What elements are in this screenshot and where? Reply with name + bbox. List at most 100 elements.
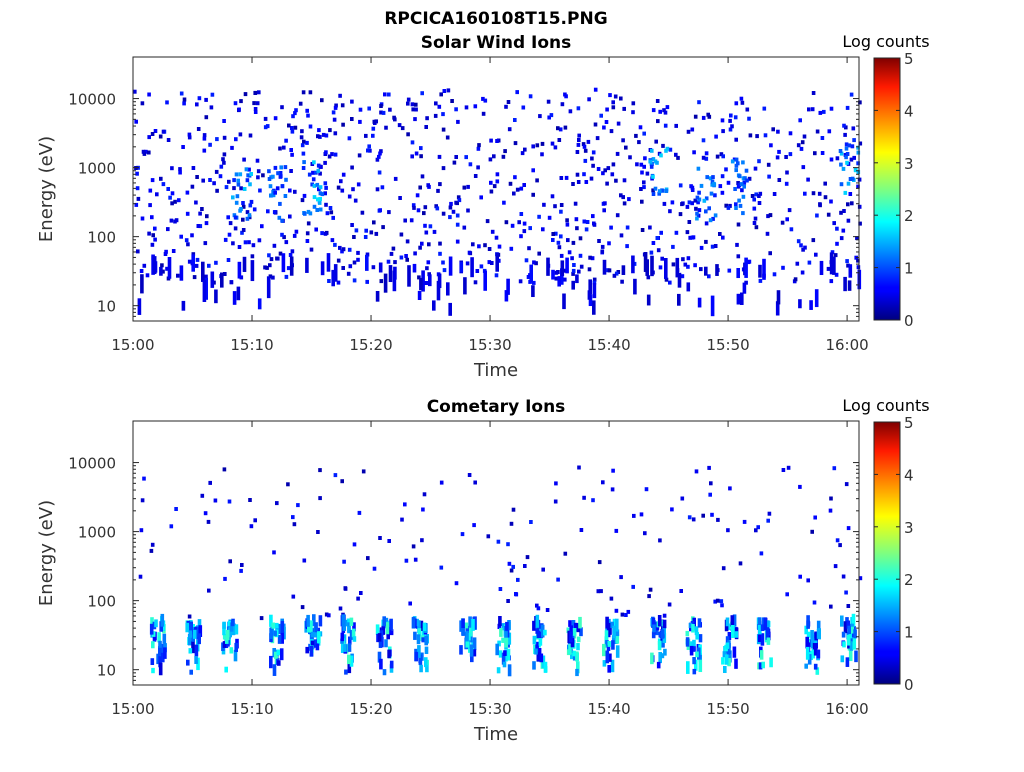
solar-wind-heatmap-cell [671, 244, 675, 249]
solar-wind-heatmap-cell [379, 279, 384, 284]
solar-wind-heatmap-cell [523, 147, 527, 152]
solar-wind-heatmap-cell [147, 92, 151, 97]
solar-wind-heatmap-cell [475, 269, 480, 273]
solar-wind-heatmap-cell [730, 124, 734, 129]
solar-wind-heatmap-cell [434, 204, 438, 209]
cometary-heatmap-cell [660, 653, 665, 659]
solar-wind-heatmap-cell [271, 275, 275, 280]
solar-wind-heatmap-cell [787, 208, 792, 213]
solar-wind-heatmap-cell [766, 162, 771, 167]
solar-wind-heatmap-cell [245, 216, 250, 221]
cometary-heatmap-cell [536, 651, 541, 662]
cometary-heatmap-cell [389, 618, 393, 630]
cometary-panel: Cometary Ions 15:00 15:10 15:20 15:30 15:40 1… [36, 397, 869, 745]
solar-wind-heatmap-cell [670, 200, 675, 205]
solar-wind-heatmap-cell [201, 261, 205, 282]
solar-wind-heatmap-cell [273, 190, 277, 195]
solar-wind-heatmap-cell [368, 148, 372, 153]
solar-wind-heatmap-cell [611, 100, 615, 105]
solar-wind-heatmap-cell [676, 155, 680, 160]
cometary-heatmap-cell [805, 646, 810, 660]
cometary-heatmap-cell [757, 629, 762, 642]
solar-wind-heatmap-cell [380, 185, 385, 190]
cometary-ytick-label: 1000 [78, 524, 116, 542]
solar-wind-heatmap-cell [847, 280, 852, 291]
solar-wind-heatmap-cell [253, 107, 258, 111]
solar-wind-heatmap-cell [243, 240, 248, 245]
solar-wind-heatmap-cell [625, 244, 629, 249]
solar-wind-heatmap-cell [685, 230, 690, 235]
cometary-heatmap-cell [573, 622, 578, 632]
solar-wind-heatmap-cell [437, 273, 442, 289]
cometary-heatmap-cell [761, 661, 765, 669]
cometary-heatmap-cell [657, 641, 662, 651]
solar-wind-heatmap-cell [562, 293, 566, 310]
solar-wind-heatmap-cell [843, 153, 848, 157]
solar-wind-heatmap-cell [305, 231, 310, 236]
solar-wind-heatmap-cell [449, 201, 453, 206]
cometary-heatmap-cell [280, 621, 285, 633]
solar-wind-heatmap-cell [222, 160, 226, 165]
cometary-heatmap-cell [807, 654, 812, 665]
solar-wind-heatmap-cell [379, 149, 383, 154]
cometary-heatmap-cell [411, 616, 416, 629]
cometary-heatmap-cell [760, 624, 765, 632]
solar-wind-heatmap-cell [207, 263, 211, 268]
solar-wind-heatmap-cell [741, 211, 745, 216]
cometary-heatmap-cell [228, 628, 232, 638]
solar-wind-heatmap-cell [418, 185, 422, 190]
cometary-heatmap-cell [309, 620, 313, 633]
solar-wind-heatmap-cell [350, 99, 354, 104]
cometary-heatmap-cell [403, 502, 407, 507]
cometary-heatmap-cell [611, 640, 615, 650]
solar-wind-heatmap-cell [457, 198, 462, 203]
cometary-heatmap-cell [419, 620, 424, 631]
solar-wind-heatmap-cell [661, 143, 665, 148]
solar-wind-heatmap-cell [265, 124, 270, 129]
solar-wind-heatmap-cell [762, 258, 766, 280]
solar-wind-heatmap-cell [284, 138, 288, 143]
solar-wind-heatmap-cell [358, 119, 362, 124]
solar-wind-heatmap-cell [835, 156, 840, 161]
solar-wind-heatmap-cell [734, 206, 738, 210]
solar-wind-heatmap-cell [414, 151, 419, 156]
cometary-heatmap-cell [758, 662, 763, 670]
solar-wind-heatmap-cell [738, 203, 743, 208]
solar-wind-heatmap-cell [286, 266, 291, 271]
cometary-heatmap-cell [691, 624, 695, 633]
solar-wind-heatmap-cell [620, 279, 624, 284]
solar-wind-heatmap-cell [293, 189, 297, 194]
cometary-heatmap-cell [197, 619, 202, 631]
solar-wind-heatmap-cell [318, 207, 323, 212]
solar-wind-heatmap-cell [347, 247, 352, 252]
solar-wind-heatmap-cell [848, 177, 853, 181]
solar-wind-heatmap-cell [504, 290, 509, 302]
solar-wind-heatmap-cell [280, 184, 285, 189]
cometary-heatmap-cell [318, 468, 322, 473]
solar-wind-heatmap-cell [455, 239, 460, 244]
solar-wind-heatmap-cell [680, 274, 685, 279]
solar-wind-heatmap-cell [147, 231, 151, 236]
solar-wind-heatmap-cell [352, 260, 357, 265]
solar-wind-heatmap-cell [619, 96, 623, 101]
solar-wind-heatmap-cell [229, 280, 234, 285]
cometary-heatmap-cell [343, 643, 347, 652]
solar-wind-heatmap-cell [849, 157, 854, 162]
solar-wind-heatmap-cell [214, 289, 218, 304]
solar-wind-heatmap-cell [852, 138, 856, 143]
cometary-heatmap-cell [151, 641, 155, 649]
solar-wind-heatmap-cell [308, 124, 313, 129]
solar-wind-heatmap-cell [438, 251, 442, 256]
solar-wind-heatmap-cell [363, 235, 368, 239]
solar-wind-heatmap-cell [301, 166, 306, 170]
solar-wind-heatmap-cell [534, 261, 538, 266]
solar-wind-heatmap-cell [772, 272, 777, 277]
solar-wind-heatmap-cell [336, 258, 341, 263]
solar-wind-heatmap-cell [612, 273, 617, 278]
solar-wind-heatmap-cell [142, 151, 147, 156]
solar-wind-heatmap-cell [809, 300, 813, 310]
solar-wind-heatmap-cell [506, 278, 510, 295]
solar-wind-heatmap-cell [266, 276, 271, 299]
solar-wind-heatmap-cell [212, 181, 216, 186]
cometary-heatmap-cell [576, 643, 580, 651]
